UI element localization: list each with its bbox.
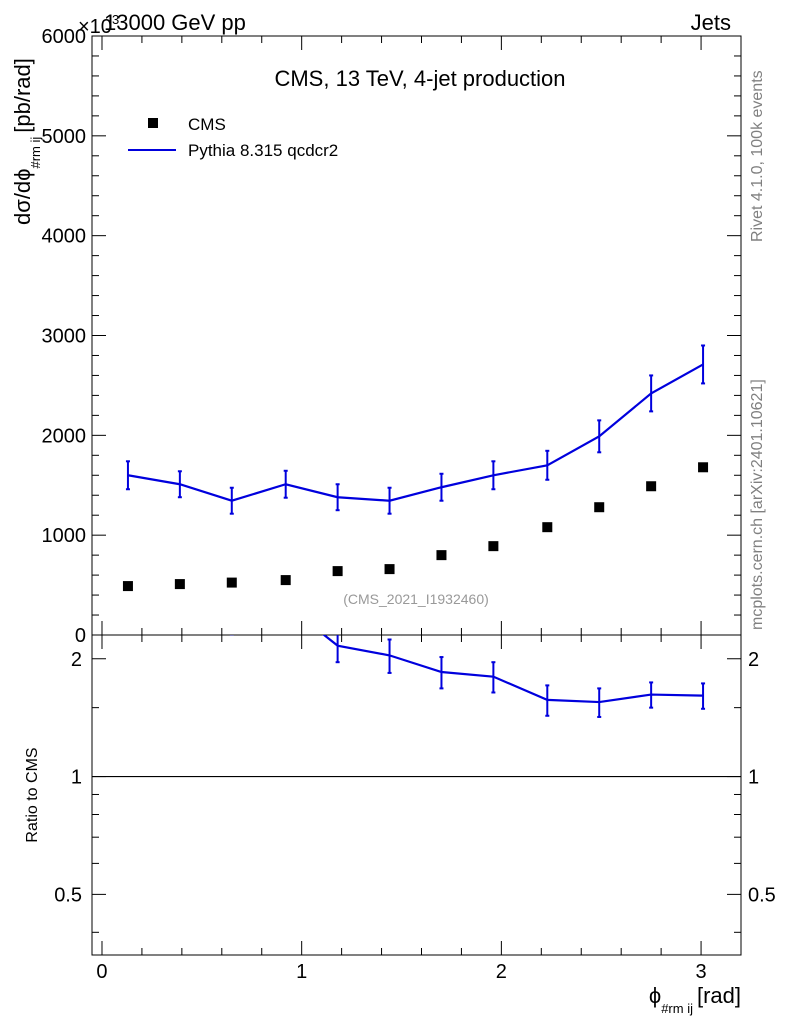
main-ylabel-unit: [pb/rad]: [10, 58, 35, 133]
main-ytick-label: 3000: [42, 326, 87, 348]
main-ytick-label: 2000: [42, 425, 87, 447]
legend-pythia-label: Pythia 8.315 qcdcr2: [188, 141, 338, 160]
ratio-line: [322, 635, 704, 704]
xlabel-unit: [rad]: [697, 983, 741, 1008]
cms-data-point: [174, 579, 185, 590]
ratio-series: [92, 635, 741, 778]
ratio-ytick-label-left: 1: [71, 767, 82, 789]
xtick-label: 0: [96, 961, 107, 983]
xtick-label: 3: [695, 961, 706, 983]
cms-data-point: [436, 550, 447, 561]
main-ylabel-sym: dσ/dϕ: [10, 169, 35, 225]
mcplots-label: mcplots.cern.ch [arXiv:2401.10621]: [749, 379, 766, 630]
rivet-label: Rivet 4.1.0, 100k events: [749, 70, 766, 242]
main-ytick-label: 6000: [42, 26, 87, 48]
cms-data-point: [646, 481, 657, 492]
ratio-frame: [91, 634, 742, 956]
main-axes: 0 1000 2000 3000 4000 5000 6000: [42, 26, 742, 647]
exponent-base: ×10: [78, 16, 112, 38]
cms-data-point: [280, 575, 291, 586]
ratio-ytick-label-right: 1: [748, 767, 759, 789]
main-ylabel-sub: #rm ij: [28, 137, 43, 169]
main-ytick-label: 4000: [42, 226, 87, 248]
cms-data-point: [488, 541, 499, 552]
plot-title: CMS, 13 TeV, 4-jet production: [274, 66, 565, 91]
main-series: [122, 344, 709, 592]
xlabel: ϕ#rm ij [rad]: [649, 983, 741, 1016]
ratio-ytick-label-left: 0.5: [54, 884, 82, 906]
ratio-axes: 0 1 2 3 0.5 0.5 1 1 2 2: [54, 635, 776, 983]
ratio-ylabel: Ratio to CMS: [24, 747, 41, 842]
xlabel-sym: ϕ: [649, 983, 661, 1008]
xtick-label: 1: [296, 961, 307, 983]
main-ytick-label: 0: [75, 625, 86, 647]
ratio-ytick-label-left: 2: [71, 649, 82, 671]
header-left: 13000 GeV pp: [104, 10, 246, 35]
legend-cms-label: CMS: [188, 115, 226, 134]
cms-data-point: [542, 522, 553, 533]
cms-data-point: [384, 564, 395, 575]
ratio-ytick-label-right: 0.5: [748, 884, 776, 906]
cms-data-point: [122, 581, 133, 592]
analysis-watermark: (CMS_2021_I1932460): [343, 591, 489, 607]
cms-data-point: [226, 577, 237, 588]
exponent-power: 3: [112, 12, 119, 27]
main-ylabel: dσ/dϕ#rm ij [pb/rad]: [10, 58, 43, 225]
ratio-ytick-label-right: 2: [748, 649, 759, 671]
xtick-label: 2: [496, 961, 507, 983]
pythia-line: [127, 363, 704, 502]
cms-data-point: [332, 566, 343, 577]
exponent-label: ×103: [78, 12, 119, 38]
cms-data-point: [698, 462, 709, 473]
legend-cms-marker: [148, 118, 158, 128]
main-ytick-label: 5000: [42, 126, 87, 148]
main-ytick-label: 1000: [42, 525, 87, 547]
cms-data-point: [594, 502, 605, 513]
header-right: Jets: [691, 10, 731, 35]
xlabel-sub: #rm ij: [661, 1001, 693, 1016]
